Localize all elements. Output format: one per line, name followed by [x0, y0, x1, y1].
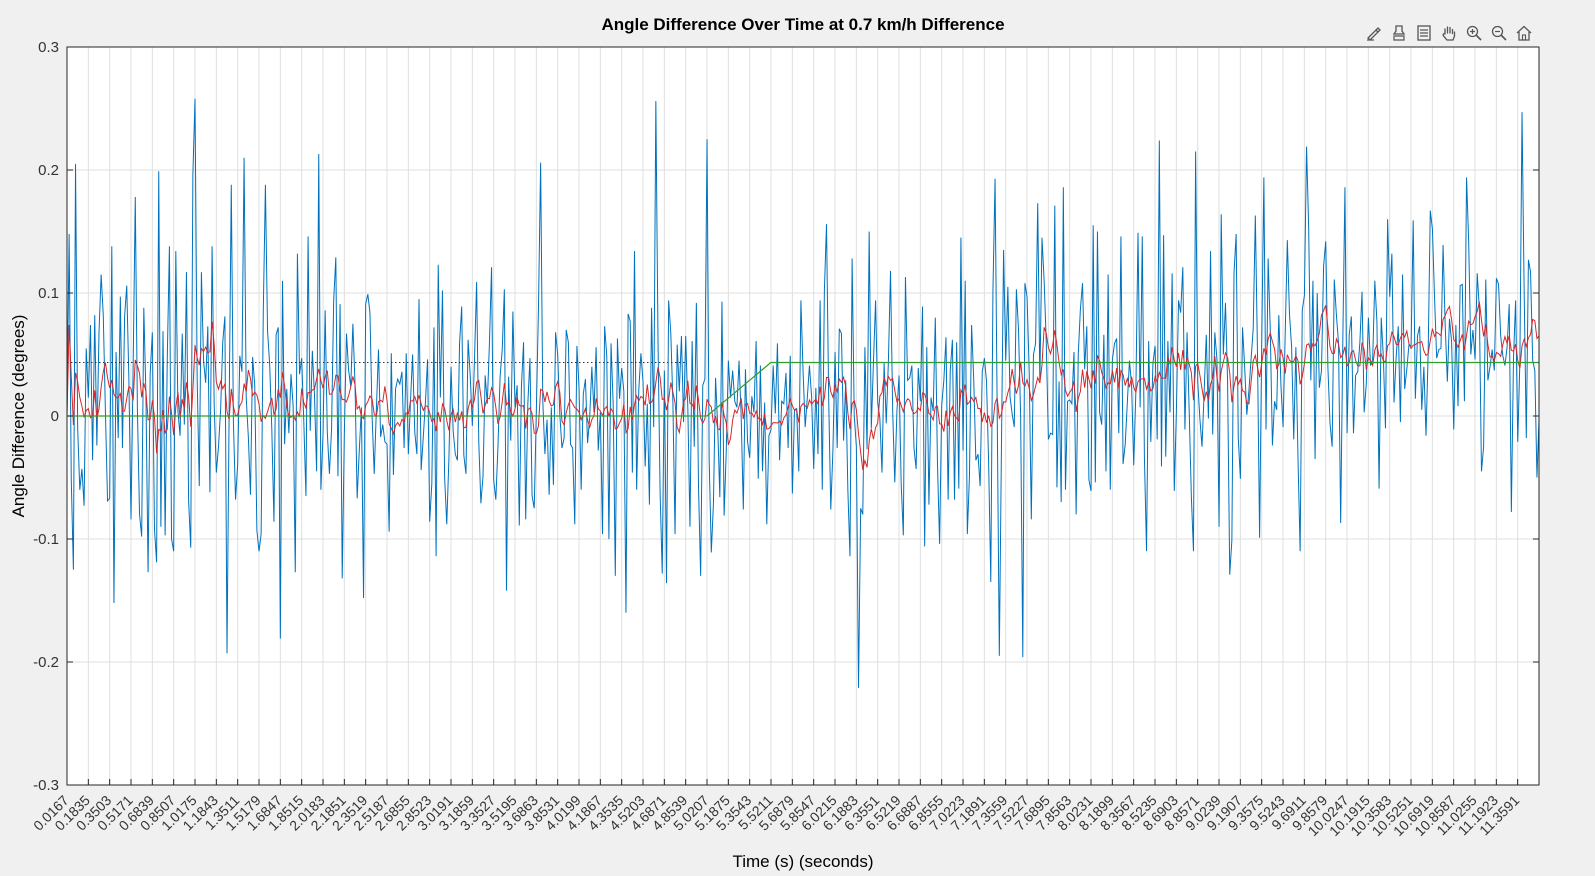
series-layer — [67, 98, 1539, 688]
edit-brush-button[interactable] — [1362, 21, 1385, 45]
y-tick-label: 0.1 — [38, 285, 59, 302]
zoom-in-button[interactable] — [1462, 21, 1485, 45]
y-tick-label: 0.2 — [38, 162, 59, 179]
x-axis: 0.01670.18350.35030.51710.68390.85071.01… — [30, 779, 1523, 839]
data-cursor-icon — [1392, 25, 1405, 41]
zoom-out-icon — [1491, 25, 1507, 41]
home-button[interactable] — [1512, 21, 1535, 45]
zoom-in-icon — [1466, 25, 1482, 41]
data-cursor-button[interactable] — [1387, 21, 1410, 45]
pan-button[interactable] — [1437, 21, 1460, 45]
x-axis-label: Time (s) (seconds) — [732, 852, 873, 871]
chart-title: Angle Difference Over Time at 0.7 km/h D… — [601, 15, 1004, 34]
zoom-out-button[interactable] — [1487, 21, 1510, 45]
y-axis-label: Angle Difference (degrees) — [9, 315, 28, 518]
y-tick-label: -0.3 — [33, 777, 59, 794]
y-tick-label: -0.1 — [33, 531, 59, 548]
legend-icon — [1416, 25, 1431, 41]
pan-hand-icon — [1441, 26, 1455, 41]
series-raw-line — [67, 98, 1539, 688]
home-icon — [1516, 25, 1531, 41]
y-tick-label: 0.3 — [38, 39, 59, 56]
y-tick-label: 0 — [51, 408, 59, 425]
series-threshold-line — [67, 361, 1539, 417]
axes-toolbar — [1362, 20, 1535, 46]
y-axis: -0.3 -0.2 -0.1 0 0.1 0.2 0.3 — [33, 39, 1539, 794]
edit-brush-icon — [1366, 27, 1381, 41]
series-moving-average-line — [67, 301, 1539, 470]
y-tick-label: -0.2 — [33, 654, 59, 671]
legend-button[interactable] — [1412, 21, 1435, 45]
